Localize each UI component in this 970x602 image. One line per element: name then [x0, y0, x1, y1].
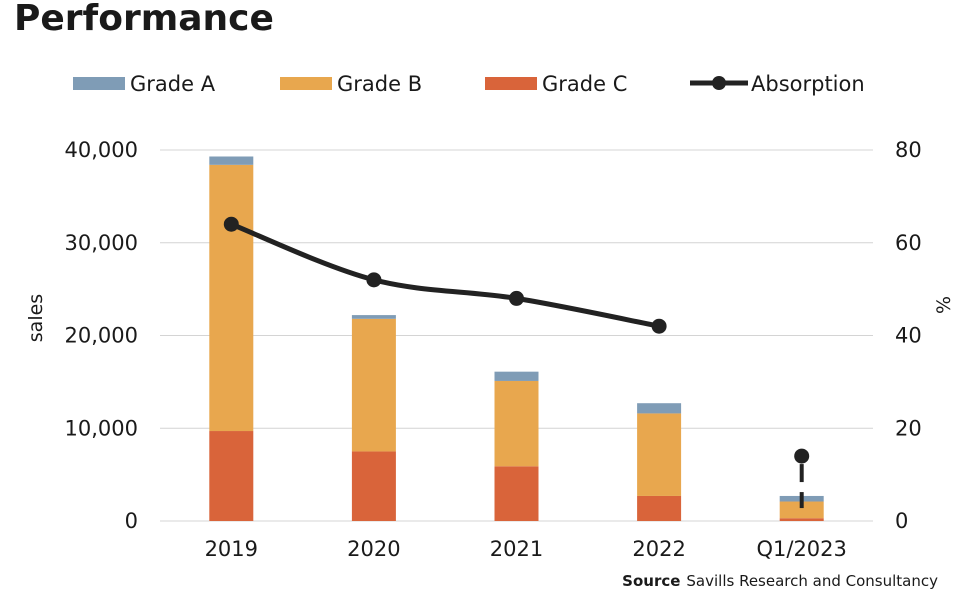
x-tick-label: 2019: [205, 537, 258, 561]
legend-label: Grade A: [130, 72, 216, 96]
chart-legend: Grade A Grade B Grade C Absorption: [73, 72, 865, 96]
y2-tick-label: 80: [895, 138, 922, 162]
x-tick-label: Q1/2023: [756, 537, 846, 561]
x-tick-label: 2021: [490, 537, 543, 561]
legend-label: Grade B: [337, 72, 422, 96]
bar-grade-a: [209, 156, 254, 165]
bar-grade-c: [637, 495, 682, 521]
bar-grade-c: [209, 431, 254, 521]
bar-grade-a: [637, 403, 682, 414]
y2-axis-label: %: [933, 296, 955, 314]
source-note: Source Savills Research and Consultancy: [622, 572, 938, 590]
absorption-line: [223, 216, 810, 509]
y-tick-label: 20,000: [65, 324, 138, 348]
y-axis-label: sales: [25, 294, 47, 342]
bar-grade-b: [494, 380, 539, 467]
page-title: Performance: [14, 0, 274, 39]
legend-swatch-grade-a: [73, 77, 125, 90]
bar-grade-b: [779, 501, 824, 519]
absorption-point: [223, 216, 239, 232]
absorption-point: [794, 448, 810, 464]
x-tick-label: 2020: [347, 537, 400, 561]
bar-grade-c: [779, 518, 824, 521]
chart-axes: 0 10,000 20,000 30,000 40,000 0 20 40 60 80 sales%…: [25, 138, 955, 561]
legend-swatch-grade-c: [485, 77, 537, 90]
bar-grade-b: [351, 318, 396, 452]
bar-grade-a: [494, 371, 539, 381]
bar-grade-c: [351, 451, 396, 521]
source-text: Savills Research and Consultancy: [686, 572, 938, 590]
absorption-point: [509, 290, 524, 306]
bar-grade-b: [637, 413, 682, 496]
y2-tick-label: 0: [895, 509, 908, 533]
absorption-point: [651, 318, 667, 334]
y-tick-label: 40,000: [65, 138, 138, 162]
y2-tick-label: 40: [895, 324, 922, 348]
y2-tick-label: 60: [895, 231, 922, 255]
chart-bars: [209, 156, 824, 521]
absorption-line-path: [228, 221, 662, 329]
y2-tick-label: 20: [895, 416, 922, 440]
source-label: Source: [622, 572, 681, 590]
y-tick-label: 10,000: [65, 416, 138, 440]
legend-label: Grade C: [542, 72, 627, 96]
legend-swatch-grade-b: [280, 77, 332, 90]
absorption-point: [366, 272, 382, 288]
x-tick-label: 2022: [632, 537, 685, 561]
performance-chart: Grade A Grade B Grade C Absorption 0 10,000 2…: [25, 72, 955, 561]
y-tick-label: 30,000: [65, 231, 138, 255]
legend-label: Absorption: [751, 72, 865, 96]
bar-grade-b: [209, 164, 254, 432]
bar-grade-a: [351, 315, 396, 319]
y-tick-label: 0: [125, 509, 138, 533]
bar-grade-c: [494, 466, 539, 521]
legend-marker-absorption: [712, 76, 726, 90]
